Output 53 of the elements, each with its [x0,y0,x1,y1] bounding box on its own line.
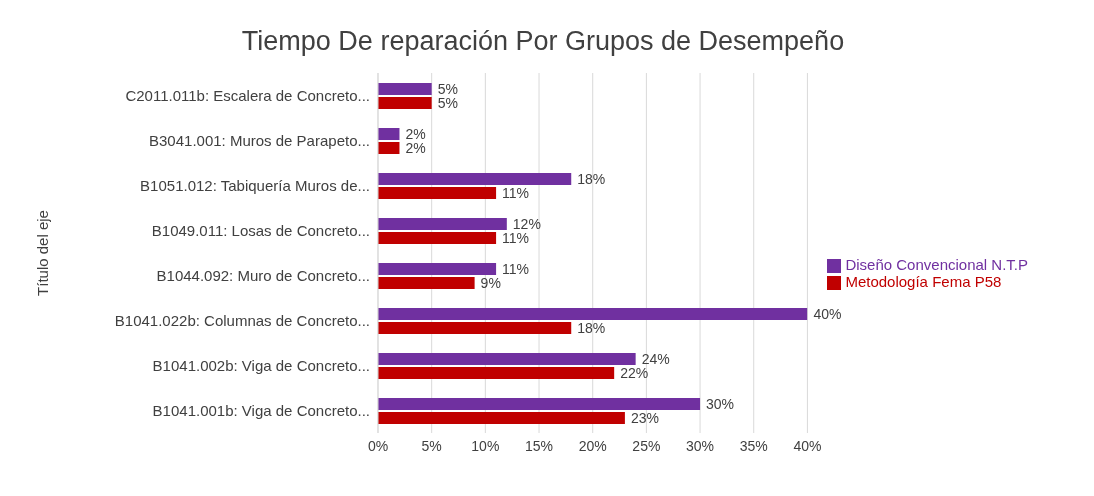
chart-title: Tiempo De reparación Por Grupos de Desempeño [240,25,846,58]
y-tick-label: B1044.092: Muro de Concreto... [156,266,370,284]
data-label: 22% [620,365,649,381]
y-tick-label: B1051.012: Tabiquería Muros de... [140,176,370,194]
data-label: 11% [502,185,530,201]
x-tick-label: 30% [686,437,715,454]
x-tick-label: 20% [578,437,607,454]
x-tick-label: 10% [471,437,500,454]
bar [378,367,615,379]
bar [378,353,636,365]
y-tick-label: B1041.001b: Viga de Concreto... [152,401,370,419]
data-label: 11% [502,230,530,246]
data-label: 18% [577,171,606,187]
bar [378,187,497,199]
x-tick-label: 25% [632,437,661,454]
data-label: 11% [502,261,530,277]
bar [378,398,701,410]
bar [378,263,497,275]
bar [378,322,572,334]
bar [378,412,625,424]
y-tick-label: B1041.022b: Columnas de Concreto... [114,311,370,329]
data-label: 12% [512,216,541,232]
legend-label: Metodología Fema P58 [845,273,1002,290]
bar [378,173,572,185]
x-tick-label: 0% [367,437,389,454]
bar [378,232,497,244]
x-tick-label: 15% [525,437,554,454]
data-label: 40% [813,306,842,322]
data-label: 5% [437,81,458,97]
bar [378,128,400,140]
bar [378,97,432,109]
x-tick-label: 5% [421,437,442,454]
data-label: 9% [480,275,501,291]
y-tick-label: B1041.002b: Viga de Concreto... [152,356,370,374]
data-label: 2% [405,126,426,142]
bar [378,218,507,230]
legend-label: Diseño Convencional N.T.P [845,255,1028,273]
y-axis-title: Título del eje [34,210,52,296]
data-label: 23% [630,410,659,426]
y-tick-label: B3041.001: Muros de Parapeto... [149,131,370,149]
data-label: 18% [577,320,606,336]
bar [378,277,475,289]
data-label: 5% [437,95,458,111]
bar [378,142,400,154]
bar [378,308,808,320]
bar [378,83,432,95]
data-label: 30% [706,396,735,412]
data-label: 24% [641,351,670,367]
x-tick-label: 40% [793,437,822,454]
data-label: 2% [405,140,426,156]
x-tick-label: 35% [739,437,768,454]
y-tick-label: C2011.011b: Escalera de Concreto... [125,86,370,104]
y-tick-label: B1049.011: Losas de Concreto... [151,221,370,239]
